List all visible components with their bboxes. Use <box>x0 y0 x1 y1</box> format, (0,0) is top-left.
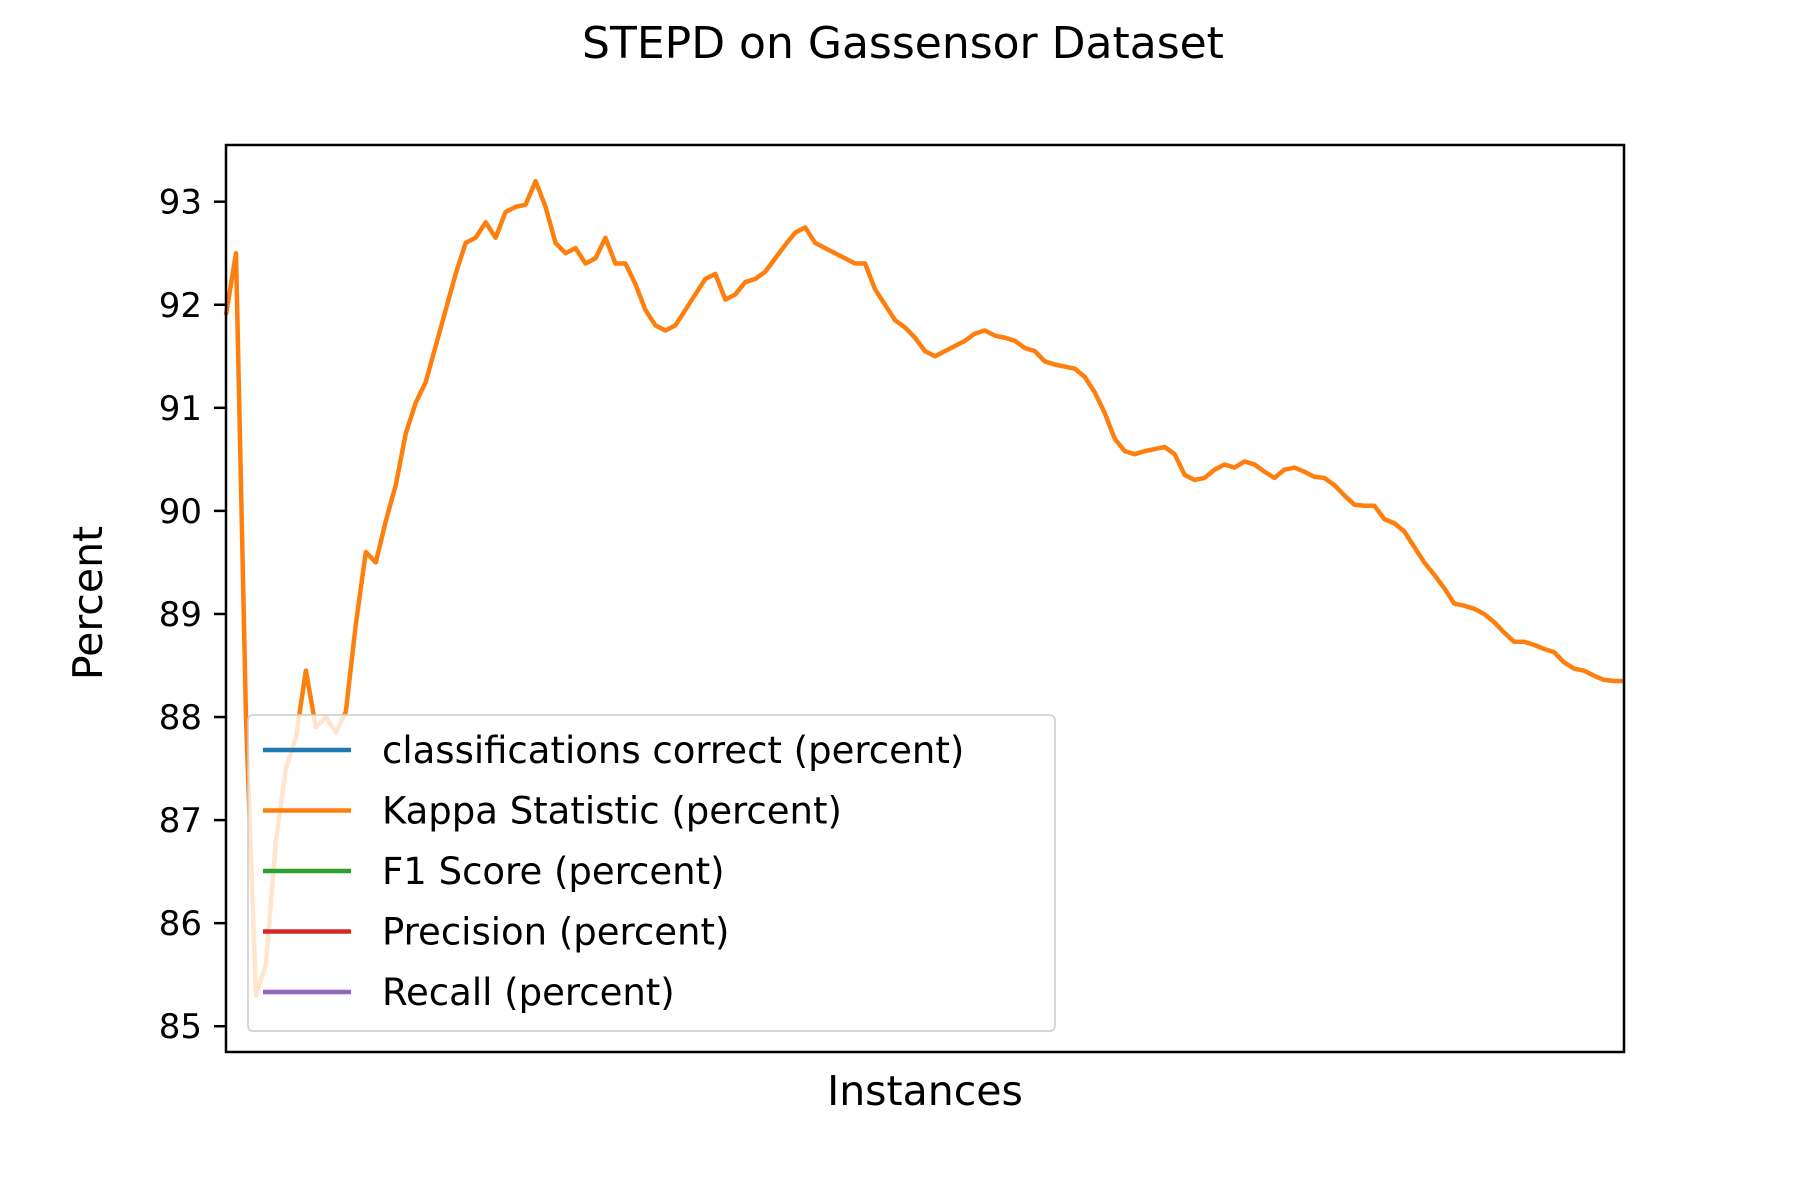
plot-frame <box>224 143 1626 1054</box>
legend-label-0: classifications correct (percent) <box>382 729 964 772</box>
y-tick-label: 90 <box>159 492 202 532</box>
y-tick-label: 85 <box>159 1007 202 1047</box>
y-tick-label: 89 <box>159 595 202 635</box>
chart-title: STEPD on Gassensor Dataset <box>582 18 1224 69</box>
legend-label-4: Recall (percent) <box>382 971 675 1014</box>
y-axis-label: Percent <box>64 526 112 680</box>
legend-label-2: F1 Score (percent) <box>382 850 725 893</box>
y-axis-ticks: 85 86 87 88 89 90 91 92 93 <box>159 183 226 1047</box>
y-tick-label: 86 <box>159 904 202 944</box>
y-tick-label: 88 <box>159 698 202 738</box>
legend: classifications correct (percent) Kappa S… <box>247 714 1056 1032</box>
series-line-1 <box>223 178 1624 998</box>
legend-label-3: Precision (percent) <box>382 911 729 954</box>
y-tick-label: 92 <box>159 286 202 326</box>
plot-lines <box>223 178 1624 998</box>
y-tick-label: 91 <box>159 389 202 429</box>
y-tick-label: 87 <box>159 801 202 841</box>
y-tick-label: 93 <box>159 183 202 223</box>
legend-box <box>247 714 1056 1032</box>
x-axis-label: Instances <box>827 1067 1023 1115</box>
legend-label-1: Kappa Statistic (percent) <box>382 790 842 833</box>
